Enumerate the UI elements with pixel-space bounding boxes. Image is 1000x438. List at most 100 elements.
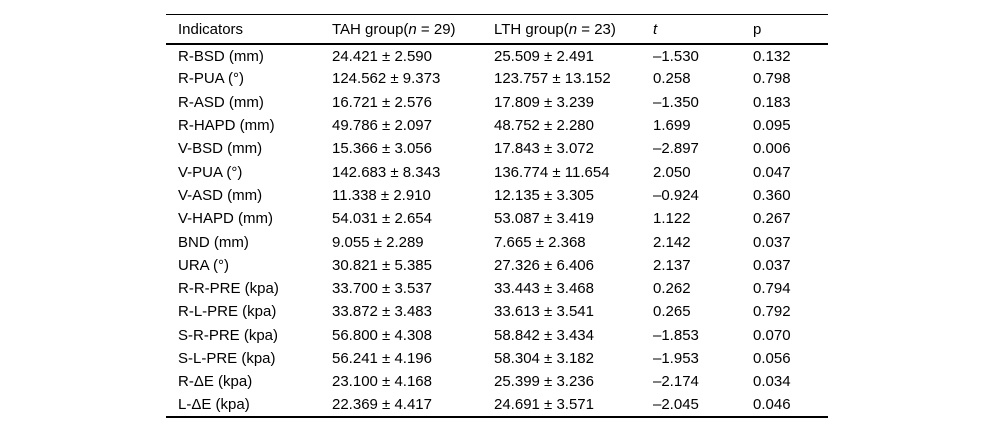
- cell-tah-value: 56.241 ± 4.196: [332, 350, 432, 367]
- cell-tah-value: 142.683 ± 8.343: [332, 163, 441, 181]
- header-tah-n: n: [408, 20, 417, 38]
- cell-indicator: BND (mm): [178, 233, 249, 251]
- cell-p-value: 0.360: [753, 186, 791, 204]
- cell-tah-value: 56.800 ± 4.308: [332, 326, 432, 344]
- cell-tah-value: 33.872 ± 3.483: [332, 303, 432, 321]
- cell-p-value: 0.047: [753, 163, 791, 181]
- cell-t-value: 0.258: [653, 70, 691, 88]
- table-row: R-PUA (°) 124.562 ± 9.373 123.757 ± 13.1…: [166, 67, 828, 90]
- cell-indicator: R-HAPD (mm): [178, 117, 275, 135]
- cell-t-value: 1.699: [653, 117, 691, 135]
- header-tah-post: = 29): [416, 20, 456, 38]
- header-row: Indicators TAH group(n = 29) LTH group(n…: [166, 15, 828, 45]
- cell-indicator: V-PUA (°): [178, 163, 243, 181]
- cell-indicator: V-BSD (mm): [178, 140, 263, 158]
- cell-tah-value: 24.421 ± 2.590: [332, 47, 432, 65]
- cell-lth-value: 12.135 ± 3.305: [494, 186, 594, 204]
- header-t-label: t: [653, 20, 658, 38]
- cell-p-value: 0.792: [753, 303, 791, 321]
- header-p-label: p: [753, 20, 762, 38]
- cell-p-value: 0.037: [753, 233, 791, 251]
- table-row: R-BSD (mm) 24.421 ± 2.590 25.509 ± 2.491…: [166, 44, 828, 67]
- cell-p-value: 0.006: [753, 140, 791, 158]
- cell-lth-value: 48.752 ± 2.280: [494, 117, 594, 135]
- header-lth-post: = 23): [577, 20, 616, 38]
- cell-indicator: R-R-PRE (kpa): [178, 280, 279, 298]
- cell-lth-value: 25.509 ± 2.491: [494, 47, 594, 65]
- cell-lth-value: 27.326 ± 6.406: [494, 256, 594, 274]
- cell-tah-value: 49.786 ± 2.097: [332, 117, 432, 135]
- cell-indicator: R-ΔE (kpa): [178, 373, 253, 391]
- table-row: S-L-PRE (kpa) 56.241 ± 4.196 58.304 ± 3.…: [166, 347, 828, 370]
- cell-indicator: V-ASD (mm): [178, 186, 263, 204]
- cell-tah-value: 124.562 ± 9.373: [332, 70, 441, 88]
- table-row: V-BSD (mm) 15.366 ± 3.056 17.843 ± 3.072…: [166, 137, 828, 160]
- cell-t-value: –1.350: [653, 93, 699, 111]
- table-row: S-R-PRE (kpa) 56.800 ± 4.308 58.842 ± 3.…: [166, 324, 828, 347]
- cell-tah-value: 11.338 ± 2.910: [332, 186, 431, 204]
- table-row: R-ΔE (kpa) 23.100 ± 4.168 25.399 ± 3.236…: [166, 370, 828, 393]
- cell-indicator: R-BSD (mm): [178, 47, 264, 65]
- cell-tah-value: 16.721 ± 2.576: [332, 93, 432, 111]
- table-row: R-HAPD (mm) 49.786 ± 2.097 48.752 ± 2.28…: [166, 114, 828, 137]
- column-header-tah-group: TAH group(n = 29): [320, 15, 482, 45]
- cell-p-value: 0.046: [753, 396, 791, 414]
- cell-p-value: 0.070: [753, 326, 791, 344]
- cell-tah-value: 22.369 ± 4.417: [332, 396, 432, 414]
- cell-tah-value: 23.100 ± 4.168: [332, 373, 432, 391]
- table-body: R-BSD (mm) 24.421 ± 2.590 25.509 ± 2.491…: [166, 44, 828, 417]
- cell-t-value: 2.050: [653, 163, 691, 181]
- table-row: V-PUA (°) 142.683 ± 8.343 136.774 ± 11.6…: [166, 160, 828, 183]
- cell-indicator: L-ΔE (kpa): [178, 396, 250, 414]
- cell-tah-value: 54.031 ± 2.654: [332, 210, 432, 228]
- cell-t-value: –2.897: [653, 140, 699, 158]
- table-row: V-HAPD (mm) 54.031 ± 2.654 53.087 ± 3.41…: [166, 207, 828, 230]
- cell-indicator: R-L-PRE (kpa): [178, 303, 277, 321]
- results-table: Indicators TAH group(n = 29) LTH group(n…: [166, 14, 828, 418]
- cell-p-value: 0.132: [753, 47, 791, 65]
- cell-p-value: 0.095: [753, 117, 791, 135]
- cell-t-value: –0.924: [653, 186, 699, 204]
- table-header: Indicators TAH group(n = 29) LTH group(n…: [166, 15, 828, 45]
- header-lth-pre: LTH group(: [494, 20, 569, 38]
- cell-lth-value: 53.087 ± 3.419: [494, 210, 594, 228]
- cell-tah-value: 30.821 ± 5.385: [332, 256, 432, 274]
- cell-indicator: R-PUA (°): [178, 70, 244, 88]
- cell-tah-value: 9.055 ± 2.289: [332, 233, 424, 251]
- cell-indicator: R-ASD (mm): [178, 93, 264, 111]
- cell-lth-value: 58.842 ± 3.434: [494, 326, 594, 344]
- column-header-p: p: [741, 15, 828, 45]
- cell-lth-value: 136.774 ± 11.654: [494, 163, 610, 181]
- cell-lth-value: 123.757 ± 13.152: [494, 70, 611, 88]
- cell-p-value: 0.037: [753, 256, 791, 274]
- table-row: R-R-PRE (kpa) 33.700 ± 3.537 33.443 ± 3.…: [166, 277, 828, 300]
- cell-t-value: 0.262: [653, 280, 691, 298]
- header-lth-n: n: [568, 20, 578, 38]
- cell-t-value: 2.137: [653, 256, 691, 274]
- column-header-indicators: Indicators: [166, 15, 320, 45]
- cell-p-value: 0.034: [753, 373, 791, 391]
- cell-lth-value: 33.613 ± 3.541: [494, 303, 594, 321]
- cell-p-value: 0.798: [753, 70, 791, 88]
- header-tah-pre: TAH group(: [332, 20, 409, 38]
- cell-t-value: 2.142: [653, 233, 691, 251]
- cell-t-value: 1.122: [653, 210, 691, 228]
- cell-lth-value: 17.843 ± 3.072: [494, 140, 594, 158]
- cell-tah-value: 15.366 ± 3.056: [332, 140, 432, 158]
- cell-p-value: 0.056: [753, 350, 791, 367]
- table-row: BND (mm) 9.055 ± 2.289 7.665 ± 2.368 2.1…: [166, 230, 828, 253]
- cell-lth-value: 58.304 ± 3.182: [494, 350, 594, 367]
- cell-lth-value: 7.665 ± 2.368: [494, 233, 586, 251]
- column-header-t: t: [641, 15, 741, 45]
- cell-t-value: –1.853: [653, 326, 699, 344]
- cell-indicator: S-R-PRE (kpa): [178, 326, 279, 344]
- table-row: R-L-PRE (kpa) 33.872 ± 3.483 33.613 ± 3.…: [166, 300, 828, 323]
- cell-t-value: 0.265: [653, 303, 691, 321]
- cell-lth-value: 17.809 ± 3.239: [494, 93, 594, 111]
- cell-t-value: –1.530: [653, 47, 699, 65]
- header-indicators-label: Indicators: [178, 20, 244, 38]
- cell-p-value: 0.267: [753, 210, 791, 228]
- cell-indicator: V-HAPD (mm): [178, 210, 273, 228]
- cell-p-value: 0.183: [753, 93, 791, 111]
